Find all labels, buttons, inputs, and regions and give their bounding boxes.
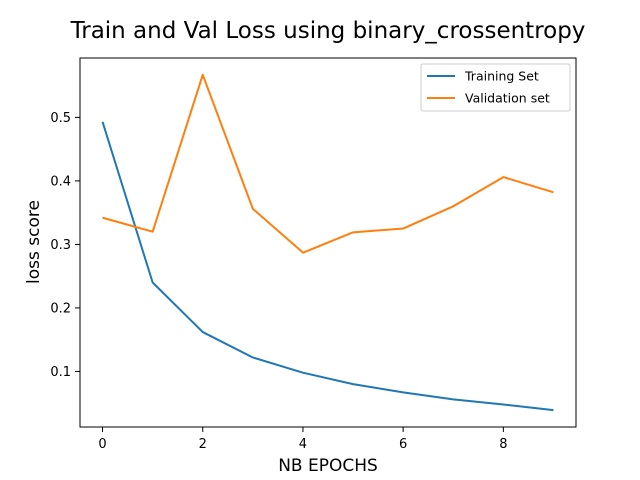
legend-label-training-set: Training Set [464,69,539,84]
y-tick-label: 0.5 [50,111,71,126]
y-tick-label: 0.3 [50,238,71,253]
x-tick-label: 2 [199,437,207,452]
legend-box [420,63,571,112]
x-tick-label: 8 [499,437,507,452]
legend-label-validation-set: Validation set [465,91,550,106]
x-tick-label: 0 [98,437,106,452]
chart-title: Train and Val Loss using binary_crossent… [70,18,586,44]
legend-item-training-set: Training Set [427,69,539,84]
y-tick-label: 0.1 [50,365,71,380]
plot-frame [79,57,577,428]
x-tick-label: 4 [299,437,307,452]
y-axis-label: loss score [24,200,44,284]
y-axis-ticks: 0.1 0.2 0.3 0.4 0.5 [50,111,80,380]
legend-item-validation-set: Validation set [427,91,550,106]
y-tick-label: 0.4 [50,174,71,189]
y-tick-label: 0.2 [50,301,71,316]
series-line-training-set [101,121,554,412]
legend: Training Set Validation set [420,63,571,112]
x-tick-label: 6 [399,437,407,452]
x-axis-ticks: 0 2 4 6 8 [98,427,507,452]
series-line-validation-set [102,73,554,254]
x-axis-label: NB EPOCHS [278,456,378,476]
series-layer [101,73,554,412]
